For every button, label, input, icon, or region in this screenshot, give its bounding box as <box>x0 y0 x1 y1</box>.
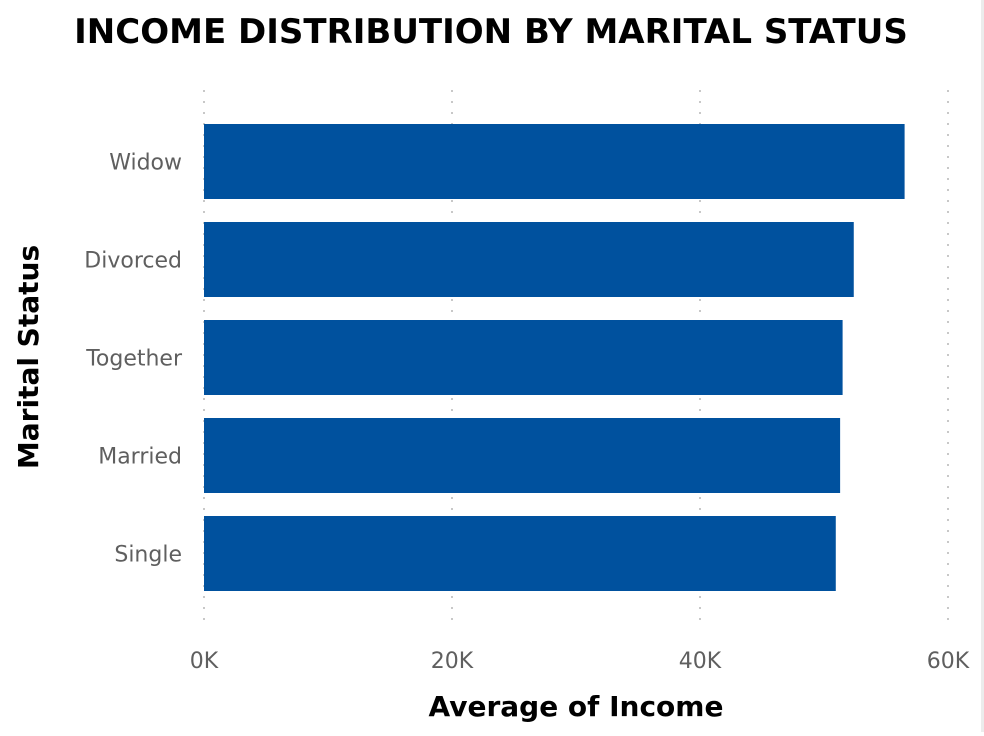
category-label: Widow <box>109 151 182 176</box>
bars <box>204 124 905 591</box>
x-tick-label: 20K <box>431 649 474 674</box>
x-tick-label: 0K <box>190 649 219 674</box>
chart-title: INCOME DISTRIBUTION BY MARITAL STATUS <box>74 12 908 52</box>
bar-single[interactable] <box>204 516 836 591</box>
category-label: Single <box>114 543 182 568</box>
bar-divorced[interactable] <box>204 222 854 297</box>
category-label: Together <box>85 347 183 372</box>
category-label: Married <box>98 445 182 470</box>
bar-together[interactable] <box>204 320 843 395</box>
bar-widow[interactable] <box>204 124 905 199</box>
y-axis-title: Marital Status <box>12 245 45 469</box>
x-tick-labels: 0K 20K 40K 60K <box>190 649 970 674</box>
panel-edge <box>981 0 984 732</box>
bar-married[interactable] <box>204 418 841 493</box>
x-axis-title: Average of Income <box>429 690 724 723</box>
x-tick-label: 60K <box>927 649 970 674</box>
category-label: Divorced <box>84 249 182 274</box>
x-tick-label: 40K <box>679 649 722 674</box>
category-labels: Widow Divorced Together Married Single <box>84 151 183 568</box>
